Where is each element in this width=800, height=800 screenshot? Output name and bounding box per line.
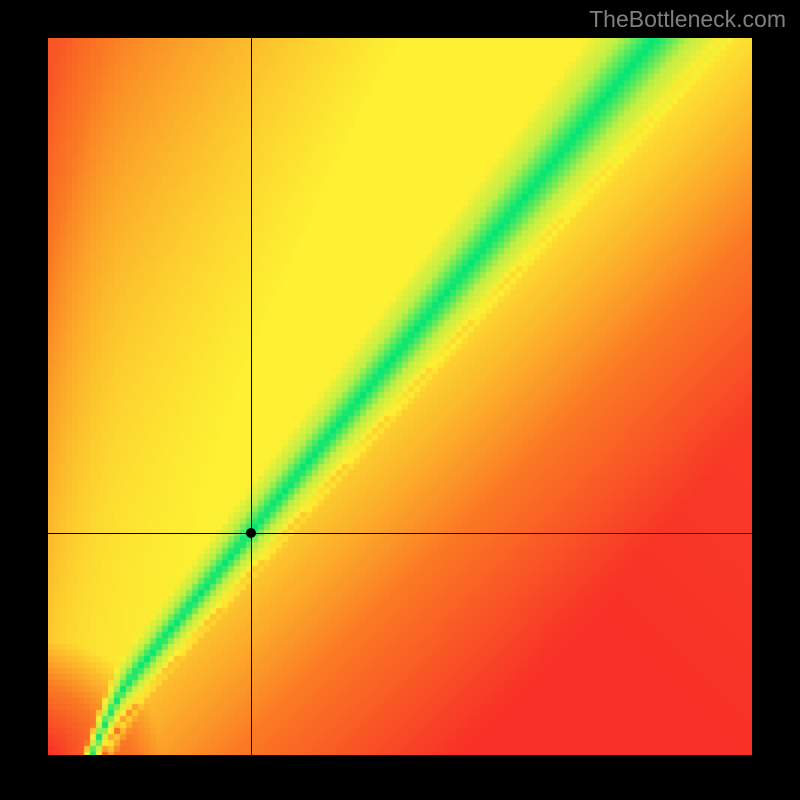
crosshair-horizontal [48, 533, 752, 534]
data-point-marker [246, 528, 256, 538]
watermark: TheBottleneck.com [589, 6, 786, 33]
heatmap-canvas [48, 38, 752, 755]
crosshair-vertical [251, 38, 252, 755]
